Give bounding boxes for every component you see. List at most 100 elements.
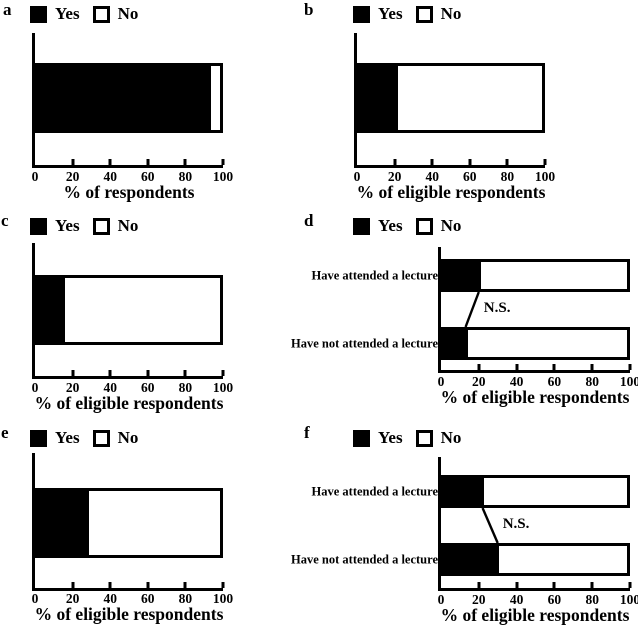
x-axis-tick [221, 582, 225, 588]
x-axis-tick [146, 370, 150, 376]
legend-yes-swatch-icon [353, 217, 370, 235]
x-axis-tick-labels: 0 20 40 60 80 100 [437, 374, 638, 390]
plot-area [32, 33, 225, 168]
category-label: Have not attended a lecture [291, 336, 438, 351]
legend-no-swatch-icon [92, 5, 110, 23]
panel-letter: b [304, 0, 314, 19]
x-axis-tick [183, 582, 187, 588]
category-label: Have attended a lecture [311, 268, 438, 283]
x-axis-tick [628, 582, 632, 588]
x-axis-tick-label: 100 [212, 169, 234, 184]
x-axis-tick-labels: 0 20 40 60 80 100 [354, 169, 556, 185]
x-axis-tick-label: 100 [619, 592, 638, 607]
ns-annotation: N.S. [483, 299, 511, 316]
x-axis-tick [146, 582, 150, 588]
legend: Yes No [353, 4, 461, 24]
stacked-bar-c-0 [35, 275, 223, 345]
yes-segment [444, 330, 468, 357]
x-axis-tick [393, 159, 397, 165]
x-axis-tick [108, 370, 112, 376]
x-axis-tick-label: 20 [65, 591, 80, 606]
x-axis-tick-label: 60 [141, 380, 155, 395]
x-axis-tick-label: 100 [619, 374, 638, 389]
x-axis-tick [468, 159, 472, 165]
legend: Yes No [353, 428, 461, 448]
category-label: Have not attended a lecture [291, 552, 438, 567]
x-axis-tick [108, 582, 112, 588]
x-axis-tick-label: 80 [585, 592, 599, 607]
x-axis-tick-label: 80 [178, 169, 193, 184]
legend-no-label: No [117, 428, 139, 447]
x-axis-tick [71, 370, 75, 376]
x-axis-tick-label: 40 [103, 169, 117, 184]
x-axis-tick-label: 60 [547, 592, 562, 607]
legend: Yes No [30, 216, 138, 236]
x-axis-tick-label: 0 [31, 591, 39, 606]
x-axis-tick-label: 60 [141, 591, 155, 606]
significance-connector-line [464, 291, 480, 328]
x-axis-title: % of eligible respondents [356, 182, 546, 202]
x-axis-tick [221, 370, 225, 376]
x-axis-tick-label: 100 [212, 380, 234, 395]
panel-letter: d [304, 211, 314, 230]
legend-no-label: No [440, 4, 462, 23]
yes-segment [444, 478, 485, 505]
legend-yes-label: Yes [55, 428, 80, 447]
panel-letter: c [1, 211, 9, 230]
x-axis-tick-label: 40 [509, 374, 524, 389]
x-axis-tick [590, 582, 594, 588]
x-axis-tick-label: 60 [547, 374, 562, 389]
x-axis-tick [505, 159, 509, 165]
yes-segment [444, 262, 481, 289]
x-axis-tick-label: 60 [141, 169, 155, 184]
plot-area [32, 453, 225, 591]
category-label: Have attended a lecture [311, 484, 438, 499]
legend-no-label: No [440, 428, 462, 447]
stacked-bar-d-1 [441, 327, 630, 360]
x-axis-tick [552, 364, 556, 370]
yes-segment [360, 66, 399, 130]
x-axis-tick [543, 159, 547, 165]
x-axis-tick-label: 20 [65, 169, 80, 184]
panel-letter: f [304, 423, 310, 442]
legend: Yes No [30, 4, 138, 24]
legend-yes-swatch-icon [30, 5, 47, 23]
legend-no-swatch-icon [92, 429, 110, 447]
plot-area [32, 243, 225, 379]
panel-letter: e [1, 423, 9, 442]
legend-no-label: No [117, 4, 139, 23]
x-axis-tick-label: 0 [437, 374, 445, 389]
x-axis-tick-label: 80 [178, 591, 193, 606]
x-axis-tick [108, 159, 112, 165]
legend-no-swatch-icon [415, 217, 433, 235]
legend: Yes No [353, 216, 461, 236]
x-axis-tick [515, 364, 519, 370]
legend: Yes No [30, 428, 138, 448]
ns-annotation: N.S. [502, 515, 530, 532]
x-axis-tick-label: 80 [178, 380, 193, 395]
x-axis-tick-labels: 0 20 40 60 80 100 [438, 592, 638, 608]
legend-yes-swatch-icon [353, 5, 370, 23]
legend-no-label: No [440, 216, 462, 235]
yes-segment [444, 546, 499, 573]
x-axis-tick [71, 159, 75, 165]
x-axis-tick-label: 40 [103, 591, 117, 606]
legend-yes-label: Yes [378, 4, 403, 23]
x-axis-title: % of respondents [63, 182, 195, 202]
x-axis-title: % of eligible respondents [440, 605, 630, 625]
x-axis-tick-label: 20 [65, 380, 80, 395]
x-axis-tick [430, 159, 434, 165]
legend-yes-swatch-icon [353, 429, 370, 447]
stacked-bar-a-0 [35, 63, 223, 133]
legend-yes-swatch-icon [30, 217, 47, 235]
x-axis-tick [590, 364, 594, 370]
legend-yes-label: Yes [55, 4, 80, 23]
legend-yes-label: Yes [378, 216, 403, 235]
legend-no-swatch-icon [415, 5, 433, 23]
legend-no-label: No [117, 216, 139, 235]
